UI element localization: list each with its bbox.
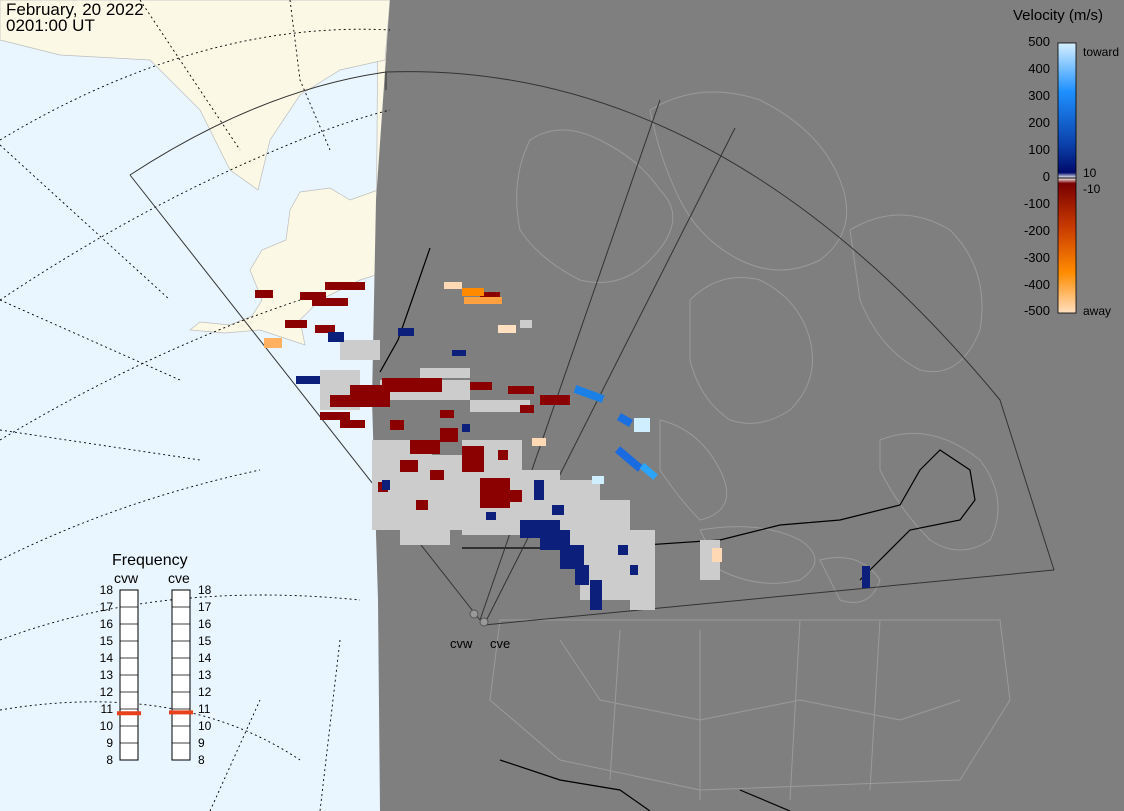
velocity-colorbar — [1057, 42, 1077, 314]
velocity-away-scatter — [255, 282, 570, 510]
frequency-tick-left: 18 — [100, 583, 114, 597]
svg-text:-300: -300 — [1024, 250, 1050, 265]
frequency-tick-left: 17 — [100, 600, 114, 614]
borders — [379, 247, 976, 811]
svg-text:400: 400 — [1028, 61, 1050, 76]
frequency-tick-left: 14 — [100, 651, 114, 665]
frequency-tick-left: 12 — [100, 685, 114, 699]
frequency-tick-left: 8 — [106, 753, 113, 767]
svg-text:500: 500 — [1028, 34, 1050, 49]
svg-text:300: 300 — [1028, 88, 1050, 103]
frequency-tick-left: 11 — [101, 702, 114, 716]
frequency-radar-cvw: cvw — [114, 570, 139, 586]
svg-text:0: 0 — [1043, 169, 1050, 184]
frequency-tick-right: 13 — [198, 668, 212, 682]
svg-text:-400: -400 — [1024, 277, 1050, 292]
frequency-marker-cvw — [117, 711, 141, 716]
radar-site-cve — [479, 617, 489, 627]
frequency-tick-right: 14 — [198, 651, 212, 665]
svg-text:200: 200 — [1028, 115, 1050, 130]
frequency-tick-left: 16 — [100, 617, 114, 631]
svg-text:-200: -200 — [1024, 223, 1050, 238]
graticule — [0, 0, 391, 811]
velocity-away-fast-scatter — [264, 282, 722, 562]
velocity-label-toward: toward — [1083, 45, 1119, 59]
velocity-label-away: away — [1083, 304, 1111, 318]
frequency-scales: 18 17 16 15 14 13 12 11 10 9 8 18 17 16 15 14 13 12 11 10 9 8 — [100, 583, 212, 767]
frequency-tick-right: 10 — [198, 719, 212, 733]
frequency-radar-cve: cve — [168, 570, 190, 586]
frequency-tick-left: 13 — [100, 668, 114, 682]
radar-site-label-cvw: cvw — [450, 636, 473, 651]
frequency-tick-right: 12 — [198, 685, 212, 699]
frequency-tick-right: 8 — [198, 753, 205, 767]
frequency-title: Frequency — [112, 552, 188, 569]
frequency-tick-right: 9 — [198, 736, 205, 750]
night-region — [372, 0, 1124, 811]
svg-text:100: 100 — [1028, 142, 1050, 157]
radar-site-label-cve: cve — [490, 636, 510, 651]
radar-site-cvw — [469, 609, 479, 619]
velocity-label-neg10: -10 — [1083, 182, 1101, 196]
velocity-toward-scatter — [296, 328, 870, 610]
svg-text:-100: -100 — [1024, 196, 1050, 211]
night-coastlines — [489, 91, 1011, 801]
fov-cve — [385, 71, 1055, 626]
velocity-title: Velocity (m/s) — [1013, 7, 1103, 24]
frequency-tick-left: 10 — [100, 719, 114, 733]
velocity-label-10: 10 — [1083, 166, 1097, 180]
frequency-tick-right: 15 — [198, 634, 212, 648]
day-land-alaska — [0, 0, 391, 346]
day-land-north — [0, 0, 391, 191]
frequency-tick-right: 16 — [198, 617, 212, 631]
velocity-toward-fast-scatter — [573, 385, 658, 484]
frequency-tick-left: 9 — [106, 736, 113, 750]
frequency-tick-right: 18 — [198, 583, 212, 597]
frequency-marker-cve — [169, 710, 193, 715]
date-text: February, 20 2022 — [6, 0, 144, 19]
frequency-tick-right: 11 — [198, 702, 211, 716]
velocity-ticks: 500 400 300 200 100 0 -100 -200 -300 -40… — [1024, 34, 1050, 318]
time-text: 0201:00 UT — [6, 16, 95, 35]
frequency-tick-right: 17 — [198, 600, 212, 614]
svg-text:-500: -500 — [1024, 303, 1050, 318]
frequency-tick-left: 15 — [100, 634, 114, 648]
